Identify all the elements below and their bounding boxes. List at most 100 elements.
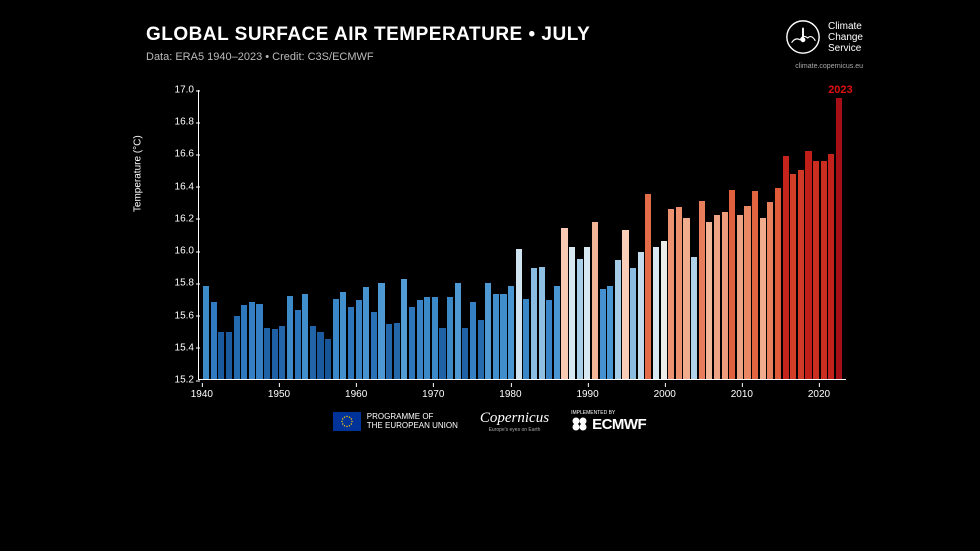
bar bbox=[805, 151, 811, 379]
bar bbox=[310, 326, 316, 379]
x-tick: 2000 bbox=[654, 389, 676, 400]
bar bbox=[256, 304, 262, 379]
y-tick: 17.0 bbox=[175, 85, 194, 96]
bar bbox=[577, 259, 583, 379]
bar bbox=[424, 297, 430, 379]
bar bbox=[333, 299, 339, 379]
bar bbox=[203, 286, 209, 379]
logo-line3: Service bbox=[828, 43, 863, 54]
ecmwf-logo: ECMWF bbox=[571, 416, 646, 433]
y-axis: 15.215.415.615.816.016.216.416.616.817.0 bbox=[166, 90, 198, 400]
bar bbox=[661, 241, 667, 379]
bar bbox=[302, 294, 308, 379]
eu-line1: PROGRAMME OF bbox=[367, 412, 458, 421]
eu-block: PROGRAMME OF THE EUROPEAN UNION bbox=[333, 412, 458, 431]
bar bbox=[554, 286, 560, 379]
copernicus-tagline: Europe's eyes on Earth bbox=[480, 427, 549, 433]
bar bbox=[775, 188, 781, 379]
eu-line2: THE EUROPEAN UNION bbox=[367, 421, 458, 430]
bar bbox=[523, 299, 529, 379]
y-tick: 15.2 bbox=[175, 375, 194, 386]
bar bbox=[317, 332, 323, 379]
bar bbox=[500, 294, 506, 379]
bar bbox=[790, 174, 796, 380]
bar bbox=[363, 287, 369, 379]
x-tick: 1950 bbox=[268, 389, 290, 400]
bar bbox=[340, 292, 346, 379]
bar bbox=[386, 324, 392, 379]
bar bbox=[287, 296, 293, 379]
bar bbox=[226, 332, 232, 379]
bar bbox=[279, 326, 285, 379]
bar bbox=[630, 268, 636, 379]
y-axis-label: Temperature (°C) bbox=[133, 135, 144, 212]
bar bbox=[371, 312, 377, 379]
bar bbox=[699, 201, 705, 379]
footer-logos: PROGRAMME OF THE EUROPEAN UNION Copernic… bbox=[106, 402, 873, 440]
logo-url: climate.copernicus.eu bbox=[795, 63, 863, 70]
bar bbox=[485, 283, 491, 379]
x-tick: 1990 bbox=[576, 389, 598, 400]
bar bbox=[645, 194, 651, 379]
bar bbox=[539, 267, 545, 379]
bar bbox=[462, 328, 468, 379]
bar bbox=[401, 279, 407, 379]
bar bbox=[264, 328, 270, 379]
eu-programme-text: PROGRAMME OF THE EUROPEAN UNION bbox=[367, 412, 458, 430]
bar bbox=[447, 297, 453, 379]
x-tick: 1980 bbox=[499, 389, 521, 400]
bar bbox=[508, 286, 514, 379]
chart-area: Temperature (°C) 15.215.415.615.816.016.… bbox=[166, 90, 846, 400]
y-tick: 15.6 bbox=[175, 310, 194, 321]
bar bbox=[218, 332, 224, 379]
bar bbox=[272, 329, 278, 379]
bar bbox=[676, 207, 682, 379]
bar bbox=[737, 215, 743, 379]
bar bbox=[744, 206, 750, 379]
bar bbox=[592, 222, 598, 379]
bar bbox=[798, 170, 804, 379]
x-tick: 2020 bbox=[808, 389, 830, 400]
bar bbox=[569, 247, 575, 379]
bar bbox=[683, 218, 689, 379]
x-tick: 1970 bbox=[422, 389, 444, 400]
bar bbox=[783, 156, 789, 379]
bar bbox=[234, 316, 240, 379]
x-tick: 2010 bbox=[731, 389, 753, 400]
y-tick: 15.8 bbox=[175, 278, 194, 289]
chart-title: GLOBAL SURFACE AIR TEMPERATURE • JULY bbox=[146, 24, 590, 46]
bar bbox=[615, 260, 621, 379]
bar bbox=[432, 297, 438, 379]
logo-text: Climate Change Service bbox=[828, 21, 863, 54]
bar bbox=[378, 283, 384, 379]
bar bbox=[409, 307, 415, 379]
bar bbox=[249, 302, 255, 379]
eu-flag-icon bbox=[333, 412, 361, 431]
climate-logo-icon bbox=[784, 18, 822, 56]
chart-header: GLOBAL SURFACE AIR TEMPERATURE • JULY Da… bbox=[146, 24, 590, 63]
bar bbox=[546, 300, 552, 379]
bar bbox=[836, 98, 842, 379]
bar bbox=[295, 310, 301, 379]
bar bbox=[470, 302, 476, 379]
y-tick: 16.0 bbox=[175, 246, 194, 257]
bar bbox=[653, 247, 659, 379]
copernicus-logo: Copernicus bbox=[480, 410, 549, 427]
logo-line2: Change bbox=[828, 32, 863, 43]
bar bbox=[813, 161, 819, 379]
ecmwf-icon bbox=[571, 417, 589, 431]
bar bbox=[325, 339, 331, 379]
x-tick: 1940 bbox=[191, 389, 213, 400]
y-tick: 16.4 bbox=[175, 181, 194, 192]
bar bbox=[439, 328, 445, 379]
bar bbox=[478, 320, 484, 379]
provider-logo: Climate Change Service bbox=[784, 18, 863, 56]
chart-container: GLOBAL SURFACE AIR TEMPERATURE • JULY Da… bbox=[106, 10, 873, 440]
bar bbox=[348, 307, 354, 379]
bar bbox=[356, 300, 362, 379]
bar bbox=[706, 222, 712, 379]
bar bbox=[722, 212, 728, 379]
annotation-label: 2023 bbox=[828, 84, 852, 96]
bar bbox=[729, 190, 735, 379]
bar bbox=[561, 228, 567, 379]
